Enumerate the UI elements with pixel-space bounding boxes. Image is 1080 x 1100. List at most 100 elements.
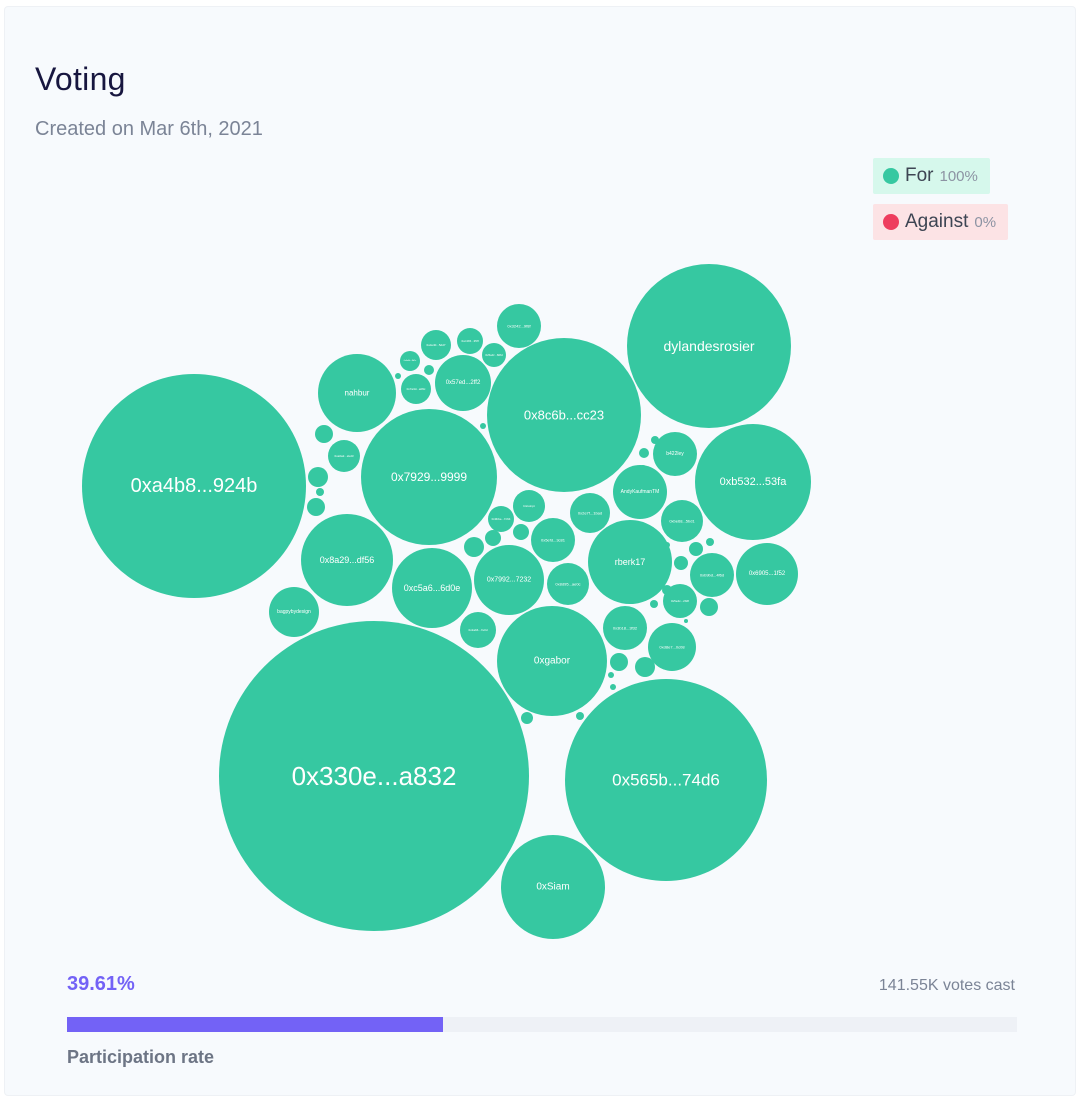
voter-bubble-circle[interactable] [501,835,605,939]
voter-bubble[interactable]: 0x57ed...2ff2 [435,355,491,411]
voter-bubble-small[interactable] [639,448,649,458]
voter-bubble-circle[interactable] [653,432,697,476]
voter-bubble[interactable]: bitcoinpt [513,490,545,522]
voter-bubble[interactable]: 0xbe68...5bd1 [661,500,703,542]
voter-bubble-small[interactable] [513,524,529,540]
voter-bubble[interactable]: 0xSiam [501,835,605,939]
voter-bubble-small[interactable] [464,537,484,557]
voter-bubble-circle[interactable] [421,330,451,360]
voter-bubble[interactable]: 0xc5a6...6d0e [392,548,472,628]
voter-bubble-small[interactable] [308,467,328,487]
voter-bubble[interactable]: 0xb9bd...4f6d [690,553,734,597]
voter-bubble-circle[interactable] [588,520,672,604]
voter-bubble-circle[interactable] [736,543,798,605]
voter-bubble[interactable]: dylandesrosier [627,264,791,428]
voter-bubble-small[interactable] [689,542,703,556]
voter-bubble[interactable]: 0xd8e7...0c08 [648,623,696,671]
legend-against[interactable]: Against 0% [873,204,1009,240]
voter-bubble-circle[interactable] [269,587,319,637]
voter-bubble-circle[interactable] [482,343,506,367]
voter-bubble[interactable]: 0x6905...1f52 [736,543,798,605]
voter-bubble-small[interactable] [610,653,628,671]
voter-bubble[interactable]: 0x8c6b...cc23 [487,338,641,492]
voter-bubble-circle[interactable] [361,409,497,545]
voter-bubble[interactable]: 0x2ab6...7e0d [460,612,496,648]
voter-bubble-circle[interactable] [488,506,514,532]
voter-bubble-circle[interactable] [457,328,483,354]
voter-bubble-circle[interactable] [661,500,703,542]
voter-bubble-circle[interactable] [547,563,589,605]
voter-bubble-small[interactable] [485,530,501,546]
voter-bubble-circle[interactable] [690,553,734,597]
voter-bubble-circle[interactable] [400,351,420,371]
voter-bubble-circle[interactable] [474,545,544,615]
voter-bubble[interactable]: 0xb532...53fa [695,424,811,540]
voter-bubble-small[interactable] [521,712,533,724]
voter-bubble-circle[interactable] [401,374,431,404]
voter-bubble[interactable]: 0x9bbe...7c64 [488,506,514,532]
voter-bubble-small[interactable] [650,600,658,608]
voter-bubble-small[interactable] [315,425,333,443]
voter-bubble-small[interactable] [395,373,401,379]
voter-bubble[interactable]: 0x5efd...3c81 [531,518,575,562]
voter-bubble-circle[interactable] [603,606,647,650]
voter-bubble-small[interactable] [480,423,486,429]
voter-bubble[interactable]: nahbur [318,354,396,432]
voter-bubble[interactable]: 0xa4b8...924b [82,374,306,598]
voter-bubble-circle[interactable] [565,679,767,881]
voter-bubble-circle[interactable] [219,621,529,931]
voter-bubble[interactable]: 0xde40...5dd7 [421,330,451,360]
voter-bubble[interactable]: 0xa0a2...2ed3 [328,440,360,472]
voter-bubble-circle[interactable] [497,304,541,348]
voter-bubble-circle[interactable] [318,354,396,432]
voter-bubble-small[interactable] [674,556,688,570]
voter-bubble-small[interactable] [307,498,325,516]
voter-bubble-circle[interactable] [301,514,393,606]
voter-bubble[interactable]: rberk17 [588,520,672,604]
voter-bubble-circle[interactable] [328,440,360,472]
voter-bubble-small[interactable] [610,684,616,690]
voter-bubble[interactable]: 0x3b18...3f32 [603,606,647,650]
voter-bubble-small[interactable] [635,657,655,677]
voter-bubble-circle[interactable] [663,584,697,618]
voter-bubble[interactable]: 0xc4b5...35ff [457,328,483,354]
voter-bubble[interactable]: 0x8a29...df56 [301,514,393,606]
voter-bubble-circle[interactable] [613,465,667,519]
voter-bubble-circle[interactable] [627,264,791,428]
voter-bubble-circle[interactable] [392,548,472,628]
voter-bubble[interactable]: 0x5a1f...60fd [482,343,506,367]
voter-bubble-circle[interactable] [531,518,575,562]
voter-bubble-small[interactable] [316,488,324,496]
voter-bubble[interactable]: 0x7992...7232 [474,545,544,615]
voter-bubble[interactable]: 0x565b...74d6 [565,679,767,881]
legend-for[interactable]: For 100% [873,158,990,194]
voter-bubble-small[interactable] [700,598,718,616]
voter-bubble-small[interactable] [608,672,614,678]
voter-bubble[interactable]: 0x2e7f...1bad [570,493,610,533]
voter-bubble-small[interactable] [424,365,434,375]
voter-bubble-small[interactable] [684,619,688,623]
voter-bubble[interactable]: 0x7929...9999 [361,409,497,545]
voter-bubble-small[interactable] [706,538,714,546]
voter-bubble-label: 0x9bbe...7c64 [492,517,511,521]
voter-bubble[interactable]: 0x3242...9f8f [497,304,541,348]
voter-bubble-circle[interactable] [648,623,696,671]
voter-bubble[interactable]: b422ley [653,432,697,476]
voter-bubble-circle[interactable] [435,355,491,411]
voter-bubble-circle[interactable] [487,338,641,492]
voter-bubble[interactable]: 0x330e...a832 [219,621,529,931]
voter-bubble-circle[interactable] [570,493,610,533]
voter-bubble-small[interactable] [576,712,584,720]
voter-bubble[interactable]: bagpybydesign [269,587,319,637]
voter-bubble-circle[interactable] [513,490,545,522]
voter-bubble[interactable]: 0x7a3d...a09c [401,374,431,404]
voter-bubble-circle[interactable] [695,424,811,540]
voter-bubble[interactable]: 0x8d95...ae0c [547,563,589,605]
voter-bubble-circle[interactable] [82,374,306,598]
voter-bubble-circle[interactable] [460,612,496,648]
voter-bubble[interactable]: 0x5e4c...2b6f [663,584,697,618]
voter-bubble[interactable]: AndyKaufmanTM [613,465,667,519]
voter-bubble[interactable]: 0x4a0b...8d5c [400,351,420,371]
voter-bubble-circle[interactable] [497,606,607,716]
voter-bubble[interactable]: 0xgabor [497,606,607,716]
